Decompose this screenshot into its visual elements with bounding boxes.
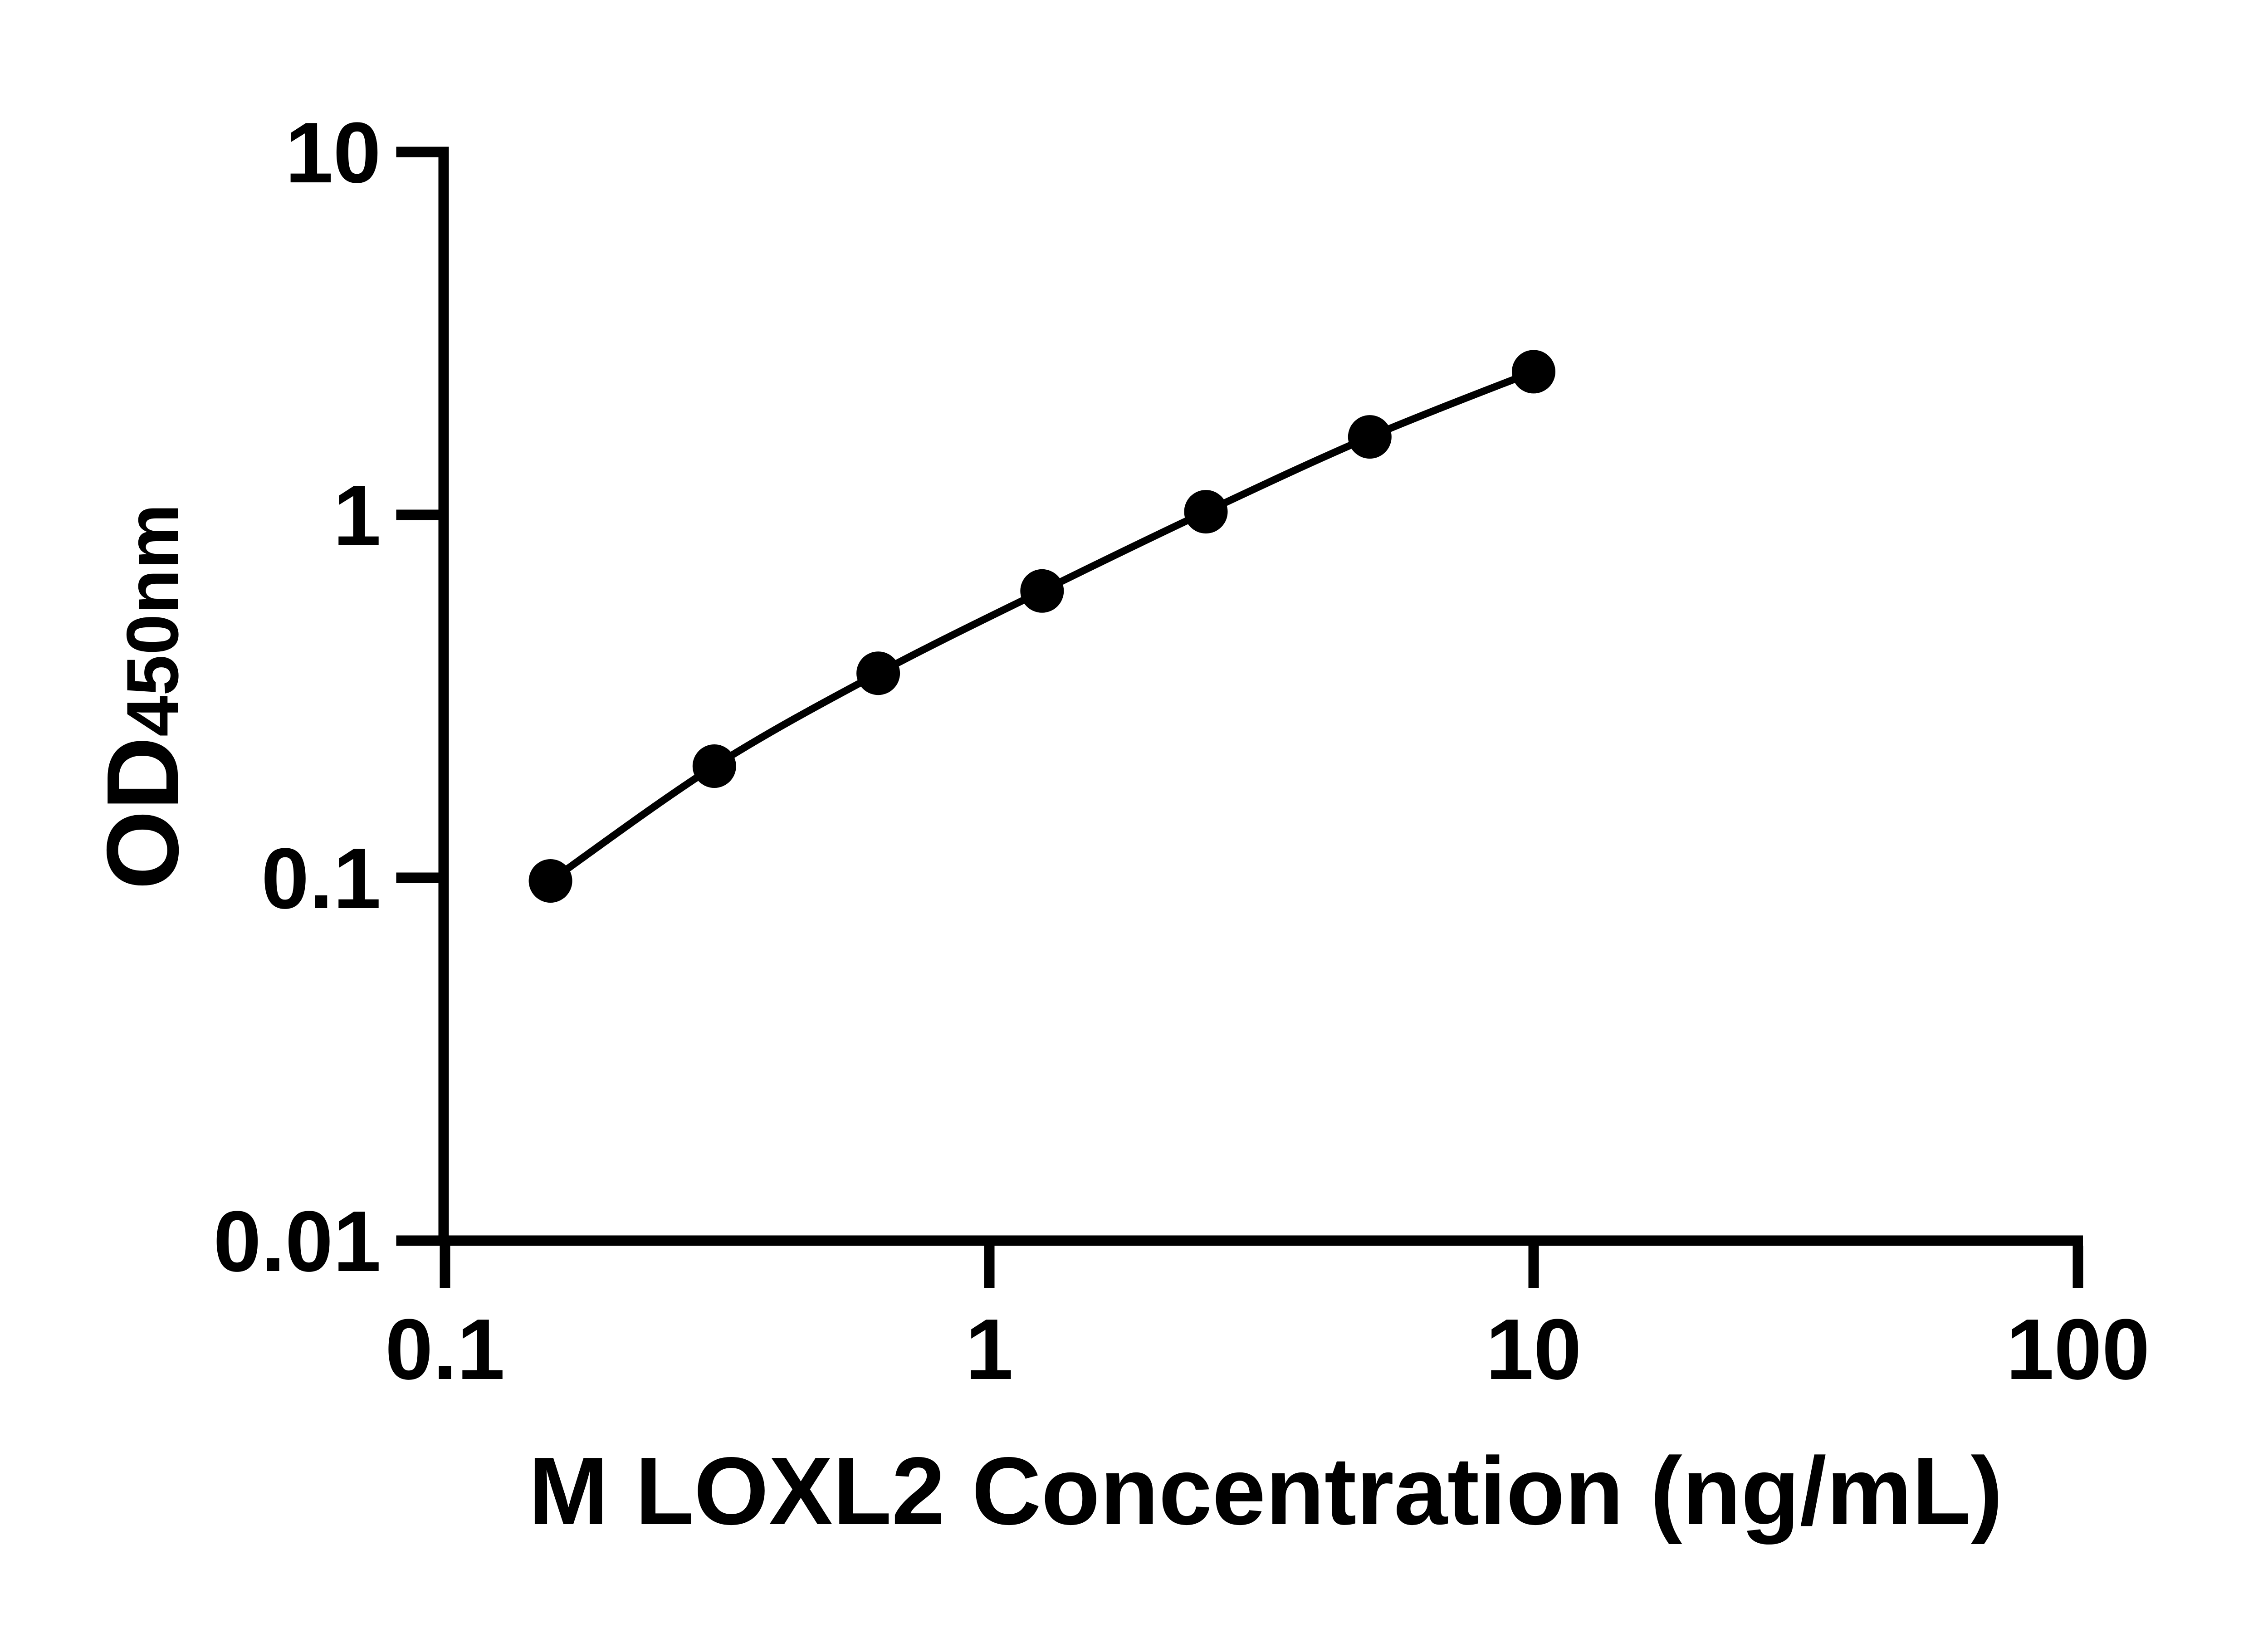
x-tick-label: 10 (1486, 1301, 1581, 1398)
y-tick-label: 10 (285, 105, 381, 201)
y-axis-title-subscript: 450nm (112, 504, 194, 737)
data-point (1020, 569, 1064, 613)
y-tick-label: 1 (333, 468, 381, 564)
data-point (856, 651, 900, 695)
y-tick-label: 0.1 (261, 831, 381, 927)
data-point (1512, 350, 1555, 394)
x-axis-title: M LOXL2 Concentration (ng/mL) (528, 1437, 2003, 1545)
y-axis-title-main: OD (85, 737, 200, 890)
data-point (528, 859, 572, 903)
data-point (1348, 415, 1392, 459)
data-point (1184, 490, 1228, 534)
y-axis-title: OD450nm (85, 504, 200, 890)
x-tick-label: 100 (2006, 1301, 2150, 1398)
axis-ticks (396, 147, 2083, 1288)
x-tick-label: 0.1 (385, 1301, 505, 1398)
data-point (692, 744, 736, 788)
data-series (528, 350, 1555, 903)
y-tick-label: 0.01 (213, 1193, 381, 1290)
x-tick-label: 1 (965, 1301, 1013, 1398)
axes (438, 147, 2083, 1246)
